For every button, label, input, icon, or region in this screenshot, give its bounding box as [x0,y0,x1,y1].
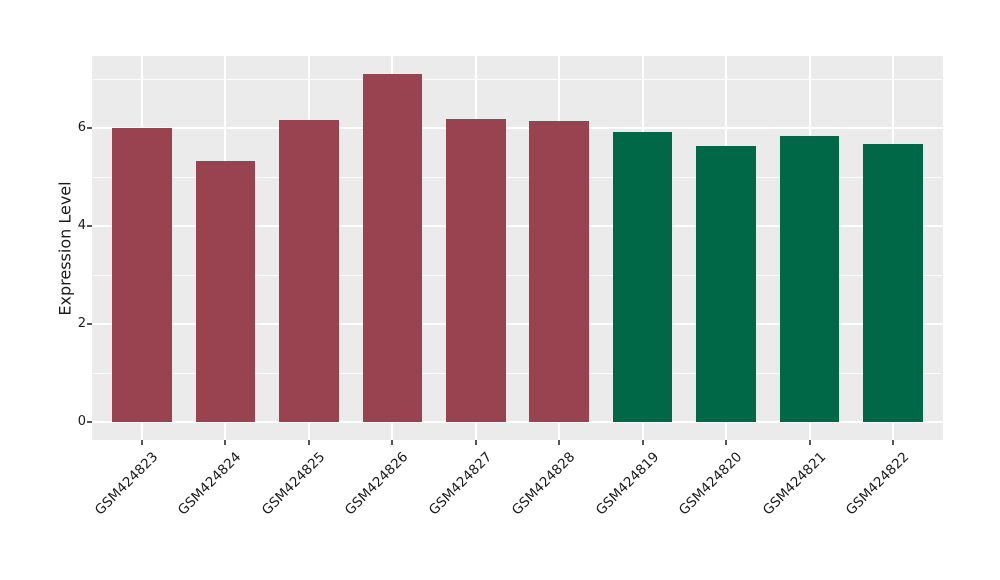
y-tick-mark [87,421,92,424]
minor-gridline [92,176,943,178]
bar-GSM424826 [362,74,423,423]
x-tick-label: GSM424819 [592,449,662,519]
minor-gridline [92,372,943,374]
bar-GSM424820 [696,145,756,423]
major-gridline [92,421,943,424]
bar-GSM424819 [612,131,673,423]
x-tick-label: GSM424820 [675,449,746,519]
y-tick-label: 0 [77,414,86,430]
bar-GSM424821 [779,136,840,423]
x-tick-label: GSM424822 [842,449,913,519]
x-tick-mark [307,440,310,445]
x-tick-mark [891,440,894,445]
y-axis-title: Expression Level [55,180,75,316]
bar-GSM424827 [445,119,506,423]
y-axis-title-wrap: Expression Level [30,56,100,440]
x-tick-label: GSM424825 [258,449,329,519]
x-tick-mark [474,440,477,445]
minor-gridline [92,79,943,80]
x-tick-label: GSM424824 [175,449,245,519]
x-tick-mark [641,440,644,445]
plot-area [92,56,943,440]
major-gridline [92,127,943,130]
major-gridline [92,323,943,326]
x-tick-label: GSM424821 [759,449,829,519]
y-tick-label: 4 [77,218,86,234]
bar-GSM424822 [863,144,923,423]
x-tick-mark [808,440,811,445]
x-tick-label: GSM424826 [342,449,412,519]
y-tick-mark [87,225,92,228]
x-tick-label: GSM424828 [509,449,579,519]
x-tick-mark [391,440,394,445]
minor-gridline [92,274,943,276]
x-tick-label: GSM424823 [91,449,162,519]
y-tick-mark [87,323,92,326]
bar-GSM424824 [195,161,256,423]
bar-GSM424823 [112,127,172,423]
y-tick-mark [87,127,92,130]
x-tick-mark [558,440,561,445]
major-gridline [92,225,943,228]
bar-GSM424828 [529,121,589,423]
x-tick-mark [725,440,728,445]
x-tick-label: GSM424827 [425,449,496,519]
bar-GSM424825 [279,119,339,423]
x-tick-mark [224,440,227,445]
y-tick-label: 6 [77,120,86,136]
y-tick-label: 2 [77,316,86,332]
x-tick-mark [141,440,144,445]
